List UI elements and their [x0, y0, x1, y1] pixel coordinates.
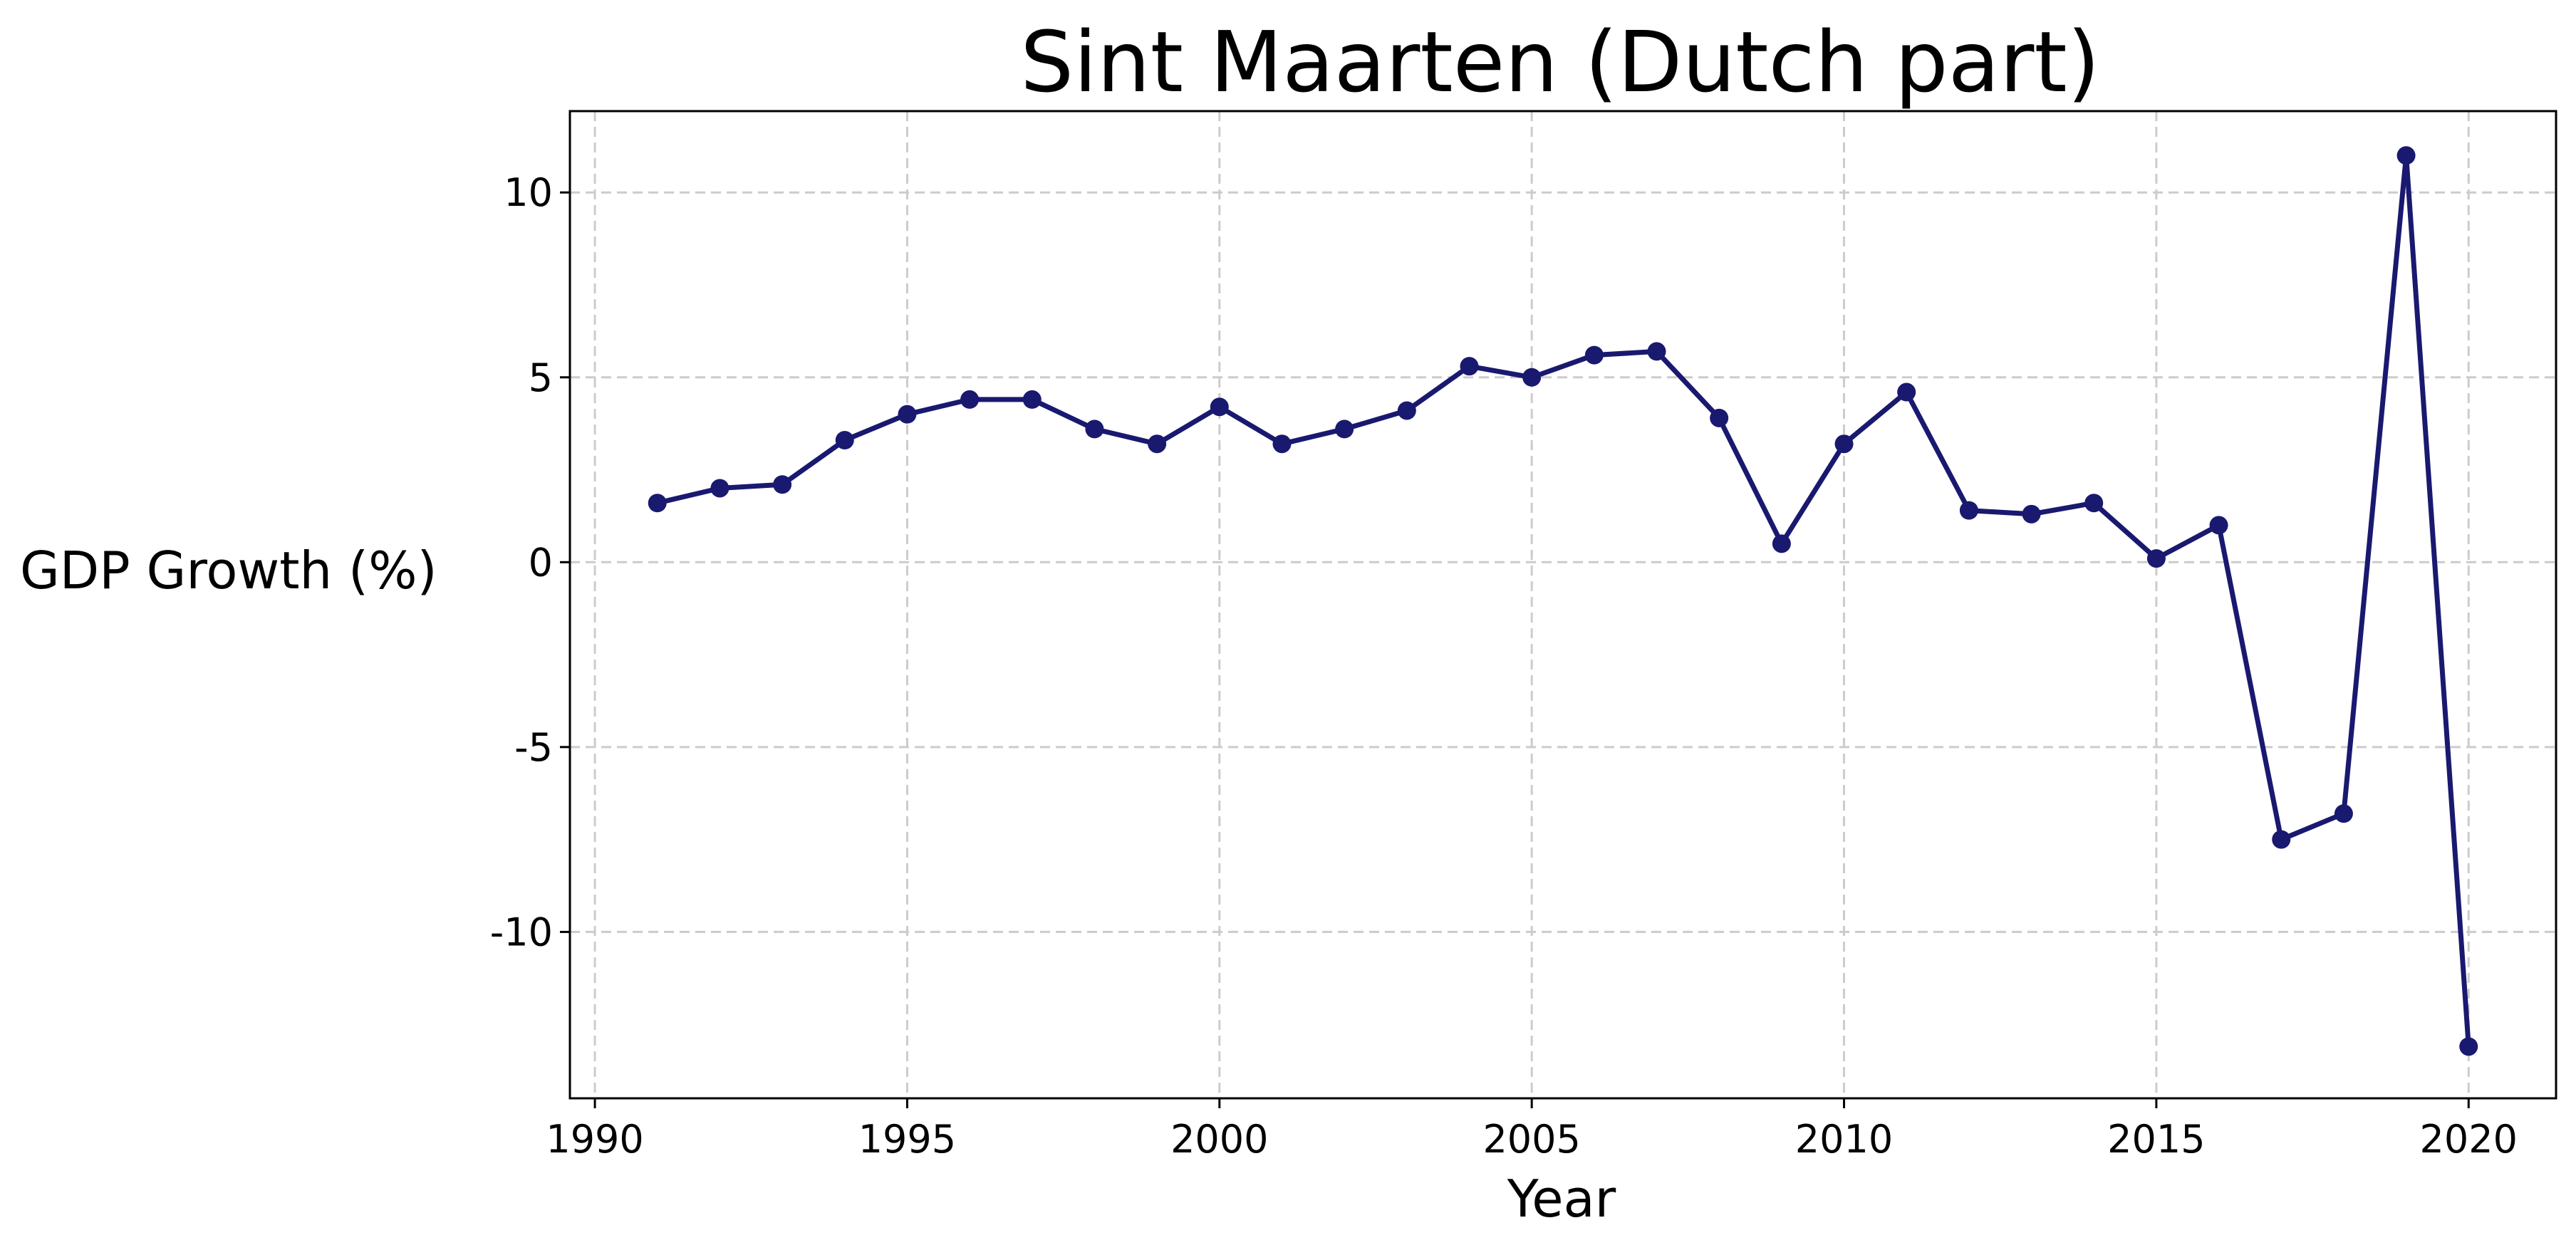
- data-point: [648, 494, 667, 513]
- data-point: [1584, 345, 1604, 365]
- x-tick-label: 1990: [546, 1117, 643, 1162]
- data-point: [2272, 830, 2291, 849]
- data-point: [2209, 516, 2228, 535]
- data-point: [1397, 401, 1416, 420]
- data-point: [1710, 408, 1729, 427]
- data-point: [2022, 504, 2041, 524]
- data-point: [1272, 434, 1292, 454]
- data-point: [2396, 146, 2416, 165]
- data-point: [1022, 390, 1042, 409]
- plot-area-frame: [568, 110, 2557, 1100]
- data-point: [1647, 342, 1666, 361]
- data-series: [648, 146, 2478, 1056]
- data-point: [1834, 434, 1854, 454]
- x-tick-label: 2005: [1482, 1117, 1580, 1162]
- x-tick-label: 2000: [1170, 1117, 1268, 1162]
- gridlines: [570, 111, 2556, 1098]
- y-axis-label: GDP Growth (%): [20, 541, 437, 600]
- data-point: [898, 405, 917, 424]
- data-point: [2334, 804, 2353, 823]
- data-point: [1085, 420, 1104, 439]
- data-point: [773, 475, 792, 494]
- data-point: [2459, 1037, 2478, 1056]
- data-point: [1772, 534, 1791, 553]
- data-point: [1460, 357, 1479, 376]
- data-point: [835, 431, 854, 449]
- x-tick-label: 2015: [2107, 1117, 2205, 1162]
- data-point: [2146, 549, 2166, 568]
- x-tick-label: 2020: [2420, 1117, 2518, 1162]
- data-point: [1210, 397, 1229, 417]
- data-point: [1959, 501, 1978, 520]
- y-tick-label: -10: [490, 910, 553, 954]
- x-tick-label: 2010: [1795, 1117, 1893, 1162]
- data-point: [960, 390, 980, 409]
- data-point: [2084, 494, 2104, 513]
- data-point: [1335, 420, 1354, 439]
- axis-ticks: 1990 1995 2000 2005 2010 2015 2020 -10 -5 0 5 10: [490, 170, 2518, 1162]
- chart-title: Sint Maarten (Dutch part): [1020, 13, 2100, 111]
- y-tick-label: 10: [504, 170, 553, 215]
- y-tick-label: 0: [529, 540, 553, 585]
- data-point: [1148, 434, 1167, 454]
- data-point: [710, 479, 729, 498]
- x-axis-label: Year: [1507, 1169, 1616, 1229]
- series-line: [655, 152, 2471, 1049]
- data-point: [1522, 368, 1542, 387]
- data-point: [1897, 382, 1916, 402]
- y-tick-label: 5: [529, 355, 553, 400]
- y-tick-label: -5: [514, 725, 553, 770]
- x-tick-label: 1995: [858, 1117, 956, 1162]
